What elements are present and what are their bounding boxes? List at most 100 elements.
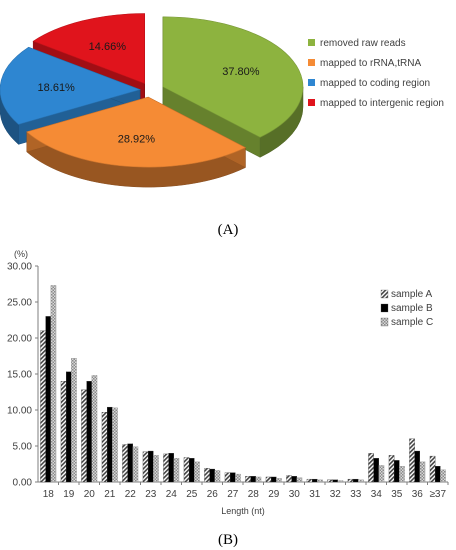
pie-label-rrna: 28.92% (118, 134, 156, 146)
bar-sampleA-18 (40, 330, 46, 483)
x-tick-label: 20 (84, 489, 96, 500)
bar-sampleC-31 (317, 479, 323, 483)
pie-legend-swatch-rrna (308, 59, 315, 66)
bar-sampleC-20 (91, 375, 98, 483)
x-tick-label: 26 (207, 489, 219, 500)
bar-sampleA-29 (265, 476, 272, 483)
bar-sampleC-28 (255, 476, 262, 483)
bar-sampleB-23 (147, 450, 154, 483)
bar-sampleC-29 (276, 478, 282, 483)
bar-legend-item-sampleC: sample C (380, 317, 433, 328)
bar-sampleB-31 (311, 478, 318, 483)
pie-legend-item-rrna: mapped to rRNA,tRNA (308, 58, 421, 69)
bar-sampleA-21 (101, 412, 108, 483)
x-tick-label: 23 (145, 489, 157, 500)
bar-sampleC-18 (50, 285, 57, 483)
x-tick-label: ≥37 (429, 489, 446, 500)
bar-sampleB-22 (127, 443, 134, 483)
bar-legend-swatch-sampleA (380, 289, 389, 299)
x-tick-label: 19 (63, 489, 75, 500)
bar-sampleA-26 (204, 468, 210, 483)
bar-sampleC-36 (419, 461, 426, 483)
x-tick-label: 18 (43, 489, 55, 500)
bar-legend-label-sampleA: sample A (391, 289, 432, 300)
pie-label-removed: 37.80% (222, 66, 260, 78)
bar-sampleC-24 (173, 458, 180, 483)
pie-legend-label-coding: mapped to coding region (320, 78, 430, 89)
x-tick-label: 29 (268, 489, 280, 500)
bar-sampleB-21 (107, 406, 113, 483)
bar-sampleA-28 (245, 476, 251, 483)
bar-sampleC-22 (132, 446, 139, 483)
y-tick-label: 10.00 (7, 406, 32, 417)
x-tick-label: 34 (371, 489, 383, 500)
pie-slice-removed: 37.80% (162, 16, 304, 158)
bar-sampleB-36 (414, 450, 420, 483)
bar-sampleB-29 (270, 476, 277, 483)
bar-sampleC-35 (399, 466, 405, 483)
bar-sampleC-≥37 (440, 469, 446, 483)
bar-sampleC-33 (358, 479, 364, 483)
y-axis-label: (%) (14, 249, 28, 259)
bar-sampleB-19 (66, 371, 72, 483)
bar-sampleC-34 (378, 465, 385, 483)
bar-sampleA-32 (327, 479, 333, 483)
bar-sampleA-36 (409, 438, 415, 483)
bar-sampleB-≥37 (434, 466, 441, 483)
bar-sampleA-20 (81, 389, 87, 483)
pie-legend-item-coding: mapped to coding region (308, 78, 430, 89)
bar-sampleB-25 (188, 458, 195, 483)
pie-legend-item-removed: removed raw reads (308, 38, 406, 49)
x-tick-label: 22 (125, 489, 137, 500)
panel-a-label: (A) (218, 222, 239, 238)
bar-sampleB-27 (229, 472, 236, 483)
bar-sampleA-34 (368, 453, 374, 483)
bar-sampleC-23 (153, 455, 159, 483)
bar-sampleB-26 (209, 468, 215, 483)
bar-sampleC-27 (235, 473, 241, 483)
bar-sampleB-33 (352, 478, 359, 483)
y-tick-label: 25.00 (7, 298, 32, 309)
x-tick-label: 35 (391, 489, 403, 500)
bar-sampleC-26 (214, 470, 221, 483)
bar-sampleC-21 (112, 407, 118, 483)
x-tick-label: 31 (309, 489, 321, 500)
bar-sampleA-30 (286, 475, 292, 483)
pie-legend-item-intergenic: mapped to intergenic region (308, 98, 444, 109)
x-tick-label: 21 (104, 489, 116, 500)
bar-sampleB-30 (291, 476, 297, 483)
x-tick-label: 27 (227, 489, 239, 500)
pie-label-coding: 18.61% (38, 82, 76, 94)
pie-legend-label-rrna: mapped to rRNA,tRNA (320, 58, 421, 69)
bar-sampleA-≥37 (429, 455, 436, 483)
bar-sampleB-24 (168, 453, 174, 483)
y-tick-label: 15.00 (7, 370, 32, 381)
x-tick-label: 32 (330, 489, 342, 500)
pie-legend-label-removed: removed raw reads (320, 38, 406, 49)
bar-chart: 0.00 5.00 10.00 15.00 20.00 25.00 30.00 (%) 18 19… (7, 249, 449, 516)
bar-sampleB-34 (373, 458, 379, 483)
bar-sampleB-20 (86, 381, 93, 483)
bar-sampleB-32 (332, 479, 338, 483)
pie-legend: removed raw reads mapped to rRNA,tRNA mapp… (308, 38, 444, 109)
bar-sampleA-23 (142, 451, 149, 483)
bar-legend-swatch-sampleC (380, 317, 389, 327)
x-tick-label: 24 (166, 489, 178, 500)
y-tick-label: 0.00 (13, 478, 33, 489)
pie-chart: 14.66% 37.80% 18.61% 28.92% (0, 13, 304, 188)
x-tick-label: 33 (350, 489, 362, 500)
bar-sampleC-25 (194, 461, 200, 483)
bar-legend-item-sampleA: sample A (380, 289, 432, 300)
y-tick-label: 20.00 (7, 334, 32, 345)
x-axis-label: Length (nt) (221, 506, 265, 516)
bar-sampleB-28 (250, 476, 256, 483)
y-tick-label: 30.00 (7, 262, 32, 273)
y-tick-label: 5.00 (13, 442, 33, 453)
bar-sampleA-33 (347, 478, 354, 483)
bar-sampleC-30 (296, 477, 303, 483)
bar-sampleA-22 (122, 444, 128, 483)
pie-legend-swatch-removed (308, 39, 315, 46)
bar-sampleC-32 (337, 480, 344, 483)
bar-sampleA-19 (60, 381, 67, 483)
